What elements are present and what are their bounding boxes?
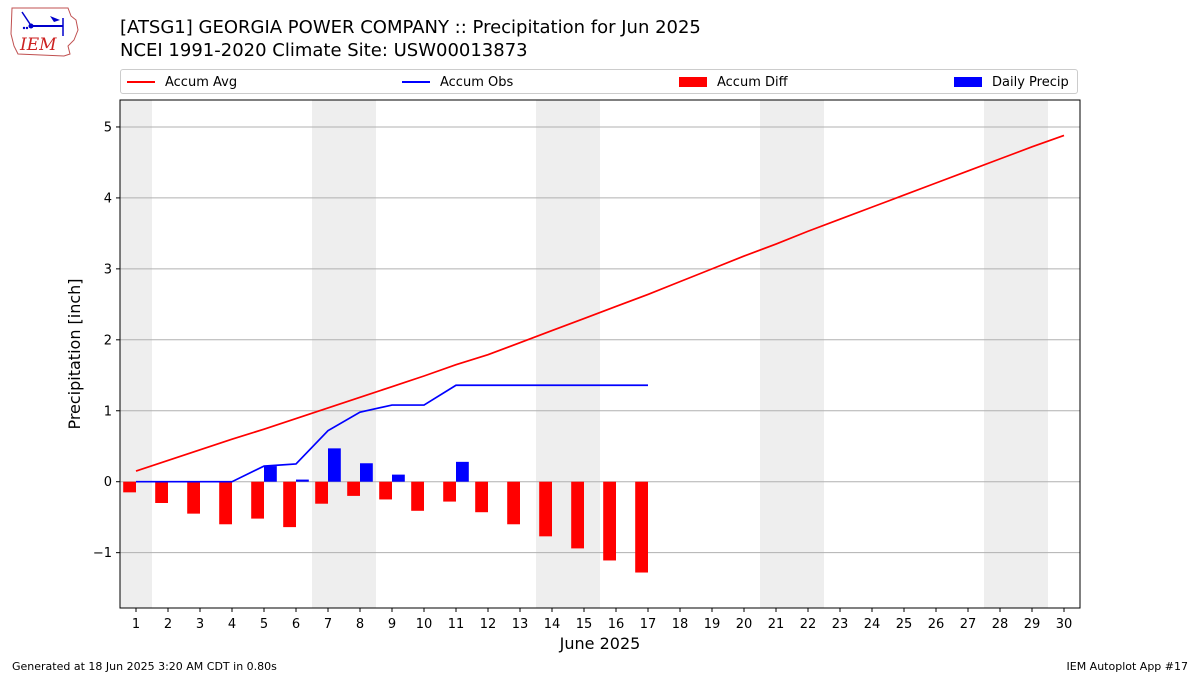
daily-precip-bar [392,474,405,482]
x-tick-label: 24 [864,617,881,632]
legend-line-accum-avg [127,81,155,83]
weekend-shade-day-21 [760,100,792,608]
y-tick-label: −1 [93,546,112,561]
accum-diff-bar [283,481,296,528]
accum-diff-bar [443,481,456,502]
accum-diff-bar [379,481,392,500]
accum-avg-line [135,134,1065,472]
x-tick-label: 22 [800,617,817,632]
x-tick-label: 15 [576,617,593,632]
x-tick-label: 28 [992,617,1009,632]
x-tick-label: 30 [1056,617,1073,632]
iem-logo: IEM [8,6,80,62]
y-tick-label: 0 [104,475,112,490]
accum-diff-bar [123,481,136,493]
x-tick-label: 11 [448,617,465,632]
weekend-shade-day-29 [1016,100,1048,608]
accum-diff-bar [187,481,200,514]
y-tick-label: 4 [104,191,112,206]
accum-diff-bar [507,481,520,525]
y-tick-label: 3 [104,262,112,277]
logo-text: IEM [19,35,57,55]
x-tick-label: 5 [260,617,268,632]
legend-item-accum-diff: Accum Diff [679,73,788,91]
legend-line-accum-obs [402,81,430,83]
legend-item-accum-avg: Accum Avg [127,73,237,91]
x-tick-label: 27 [960,617,977,632]
y-axis-label: Precipitation [inch] [65,278,84,429]
chart-subtitle: NCEI 1991-2020 Climate Site: USW00013873 [120,40,528,61]
x-tick-label: 2 [164,617,172,632]
x-tick-label: 19 [704,617,721,632]
legend-label-accum-avg: Accum Avg [165,74,238,90]
y-tick-label: 5 [104,120,112,135]
accum-diff-bar [635,481,648,573]
accum-diff-bar [155,481,168,503]
weekend-shade-day-1 [120,100,152,608]
x-axis-label: June 2025 [559,634,641,653]
accum-diff-bar [603,481,616,561]
daily-precip-bar [456,461,469,482]
accum-diff-bar [251,481,264,519]
x-tick-label: 18 [672,617,689,632]
x-tick-label: 29 [1024,617,1041,632]
daily-precip-bar [360,463,373,482]
accum-diff-bar [315,481,328,504]
x-tick-label: 3 [196,617,204,632]
x-tick-label: 26 [928,617,945,632]
x-tick-label: 7 [324,617,332,632]
x-tick-label: 1 [132,617,140,632]
chart-title: [ATSG1] GEORGIA POWER COMPANY :: Precipi… [120,17,701,38]
iem-logo-graphic: IEM [10,7,79,57]
accum-obs-line [136,384,648,483]
x-tick-label: 8 [356,617,364,632]
weekend-shade-day-7 [312,100,344,608]
x-tick-label: 16 [608,617,625,632]
x-tick-label: 23 [832,617,849,632]
daily-precip-bar [328,448,341,482]
plot-frame [119,99,1081,609]
x-tick-label: 9 [388,617,396,632]
x-tick-label: 17 [640,617,657,632]
grid-lines [120,126,1080,554]
accum-diff-bar [347,481,360,496]
legend-patch-accum-diff [679,77,707,87]
chart-legend: Accum Avg Accum Obs Accum Diff Daily Pre… [120,69,1078,94]
x-tick-label: 20 [736,617,753,632]
accum-diff-bar [411,481,424,511]
y-tick-label: 2 [104,333,112,348]
weekend-shade-day-8 [344,100,376,608]
generated-note: Generated at 18 Jun 2025 3:20 AM CDT in … [12,660,277,673]
weekend-shade-day-22 [792,100,824,608]
weekend-shade-day-28 [984,100,1016,608]
daily-precip-bar [264,466,277,482]
accum-diff-bar [539,481,552,537]
x-tick-label: 13 [512,617,529,632]
x-tick-label: 4 [228,617,236,632]
app-note: IEM Autoplot App #17 [1066,660,1189,673]
accum-diff-bar [219,481,232,525]
x-tick-label: 12 [480,617,497,632]
legend-patch-daily-precip [954,77,982,87]
legend-label-daily-precip: Daily Precip [992,74,1069,90]
daily-precip-bar [296,479,309,482]
x-tick-label: 6 [292,617,300,632]
legend-item-accum-obs: Accum Obs [402,73,513,91]
x-tick-label: 21 [768,617,785,632]
accum-diff-bar [475,481,488,513]
y-tick-label: 1 [104,404,112,419]
x-tick-label: 14 [544,617,561,632]
bars [123,448,648,573]
x-tick-label: 25 [896,617,913,632]
legend-label-accum-obs: Accum Obs [440,74,514,90]
accum-diff-bar [571,481,584,549]
x-tick-label: 10 [416,617,433,632]
legend-label-accum-diff: Accum Diff [717,74,788,90]
series-lines [135,134,1065,483]
legend-item-daily-precip: Daily Precip [954,73,1069,91]
